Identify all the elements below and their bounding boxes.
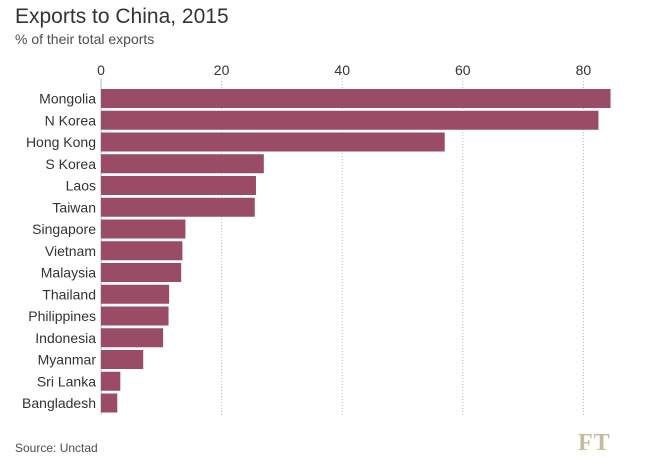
source-note: Source: Unctad [15, 441, 98, 455]
bar [101, 393, 118, 413]
x-tick-label: 80 [576, 62, 592, 78]
bar [101, 328, 164, 348]
category-label: Taiwan [52, 199, 96, 215]
category-label: Bangladesh [22, 395, 96, 411]
category-label: Hong Kong [26, 134, 96, 150]
category-label: Laos [66, 178, 96, 194]
category-label: Thailand [42, 286, 96, 302]
category-label: Indonesia [35, 330, 96, 346]
category-label: Vietnam [45, 243, 96, 259]
bar-chart: 0 20 40 60 80 Mongolia N Korea Hong Kong S Korea… [22, 62, 611, 415]
bar [101, 263, 182, 282]
bar [101, 89, 611, 108]
category-label: Mongolia [39, 91, 96, 107]
bar [101, 132, 445, 152]
x-tick-label: 60 [455, 62, 471, 78]
x-tick-label: 0 [97, 62, 105, 78]
ft-logo: FT [578, 430, 611, 456]
bar [101, 219, 186, 239]
category-label: Myanmar [38, 352, 97, 368]
category-label: S Korea [45, 156, 96, 172]
bar [101, 176, 256, 195]
category-label: N Korea [45, 112, 97, 128]
bar [101, 154, 264, 174]
bar [101, 197, 255, 217]
bar [101, 306, 169, 326]
x-tick-label: 20 [214, 62, 230, 78]
bar [101, 350, 144, 369]
chart-subtitle: % of their total exports [15, 31, 155, 47]
category-label: Malaysia [41, 265, 96, 281]
bar [101, 110, 599, 130]
bar [101, 241, 183, 261]
bar [101, 284, 170, 304]
x-tick-label: 40 [334, 62, 350, 78]
category-label: Philippines [28, 308, 96, 324]
bar [101, 371, 121, 391]
category-label: Singapore [32, 221, 96, 237]
category-label: Sri Lanka [37, 373, 96, 389]
chart-title: Exports to China, 2015 [15, 5, 229, 28]
